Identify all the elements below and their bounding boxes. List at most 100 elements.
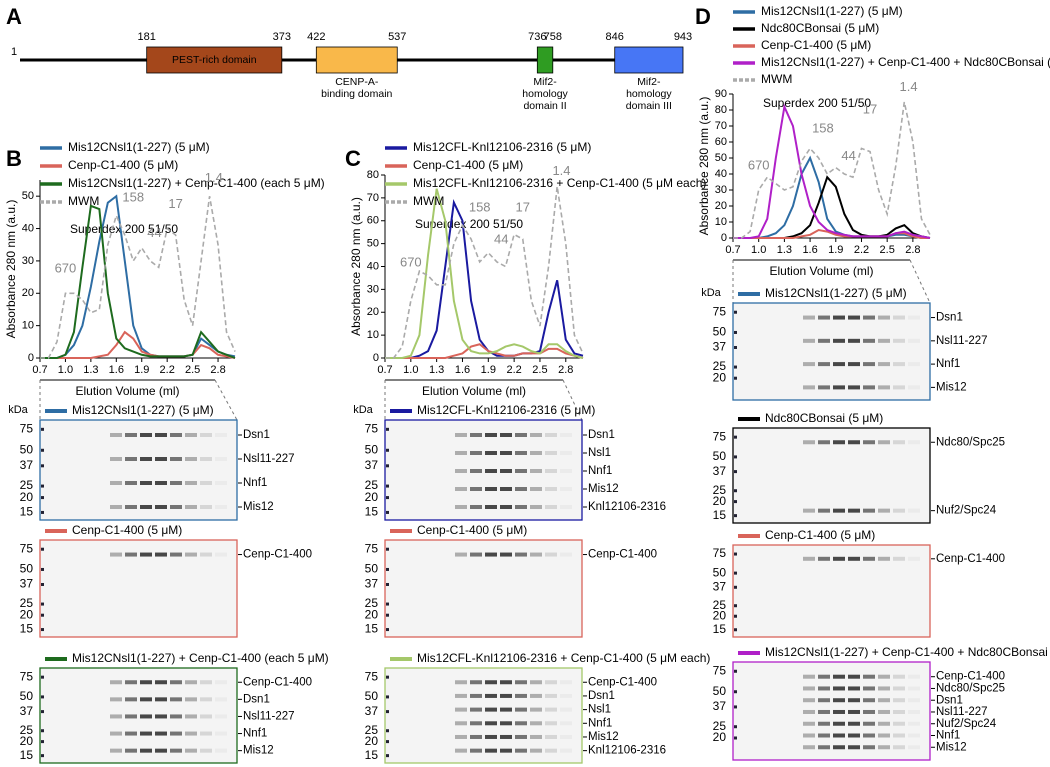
gel-band: [530, 451, 542, 455]
marker-label: 37: [365, 704, 379, 718]
marker-band: [41, 567, 44, 571]
gel-band: [833, 745, 845, 750]
gel-band: [215, 433, 227, 437]
x-tick-label: 1.6: [455, 364, 470, 376]
gel-band: [530, 552, 542, 557]
x-tick-label: 1.6: [109, 364, 124, 376]
panel-letter: B: [6, 146, 22, 171]
peak-label: 670: [748, 157, 770, 172]
gel-band: [170, 505, 182, 509]
gel: [732, 427, 931, 524]
gel-band: [485, 433, 497, 437]
gel-band: [863, 508, 875, 513]
peak-label: 1.4: [900, 79, 918, 94]
gel-band: [803, 733, 815, 738]
marker-label: 25: [713, 598, 727, 612]
marker-label: 37: [365, 577, 379, 591]
domain: [536, 46, 554, 74]
marker-band: [41, 754, 44, 758]
marker-band: [734, 604, 737, 608]
gel-band: [803, 440, 815, 445]
series-line: [385, 343, 584, 359]
marker-band: [734, 330, 737, 334]
marker-band: [734, 376, 737, 380]
band-label: Mis12: [243, 501, 274, 513]
gel-band: [215, 552, 227, 557]
band-label: Nsl11-227: [243, 453, 295, 465]
gel-band: [803, 674, 815, 679]
gel-band: [803, 315, 815, 320]
marker-label: 20: [20, 490, 34, 504]
gel-band: [848, 362, 860, 367]
marker-label: 75: [713, 663, 727, 677]
gel-band: [560, 552, 572, 557]
gel-band: [848, 686, 860, 691]
gel-band: [803, 556, 815, 561]
marker-band: [41, 427, 44, 431]
series-line: [385, 188, 584, 359]
gel-band: [908, 745, 920, 750]
gel-title: Mis12CFL-Knl12106-2316 + Cenp-C1-400 (5 …: [417, 651, 710, 665]
gel-band: [140, 457, 152, 461]
gel-band: [818, 338, 830, 343]
gel-band: [200, 505, 212, 509]
y-tick-label: 90: [715, 88, 727, 100]
gel: [39, 419, 238, 521]
gel-band: [818, 686, 830, 691]
marker-label: 15: [20, 748, 34, 762]
chart-title: Superdex 200 51/50: [763, 96, 871, 110]
domain-label: Mif2-: [637, 76, 661, 88]
x-axis-label: Elution Volume (ml): [422, 384, 526, 398]
gel-band: [863, 733, 875, 738]
gel-band: [140, 697, 152, 702]
gel-band: [470, 433, 482, 437]
peak-label: 44: [494, 232, 508, 247]
gel-band: [485, 721, 497, 726]
gel-band: [455, 451, 467, 455]
gel-band: [545, 734, 557, 739]
gel-band: [908, 556, 920, 561]
domain-label: Mif2-: [533, 76, 557, 88]
gel-band: [893, 674, 905, 679]
marker-band: [734, 705, 737, 709]
marker-band: [734, 345, 737, 349]
gel-band: [560, 707, 572, 712]
gel-band: [455, 680, 467, 685]
marker-band: [734, 571, 737, 575]
gel-band: [500, 748, 512, 753]
gel-band: [215, 748, 227, 753]
gel: [732, 544, 931, 638]
gel-band: [803, 709, 815, 714]
marker-band: [386, 567, 389, 571]
gel-band: [545, 505, 557, 509]
series-line: [40, 204, 236, 359]
gel-band: [545, 433, 557, 437]
gel-band: [455, 748, 467, 753]
x-tick-label: 1.6: [802, 244, 817, 256]
gel-band: [185, 714, 197, 719]
gel-band: [110, 552, 122, 557]
panel-letter: C: [345, 146, 361, 171]
y-tick-label: 50: [22, 190, 34, 202]
gel-band: [455, 693, 467, 698]
gel-band: [545, 693, 557, 698]
gel-band: [155, 552, 167, 557]
band-label: Nnf1: [588, 465, 612, 477]
gel-band: [560, 680, 572, 685]
gel-band: [485, 748, 497, 753]
gel-band: [215, 714, 227, 719]
gel-band: [170, 731, 182, 736]
peak-label: 17: [863, 101, 877, 116]
domain-label: domain III: [626, 100, 672, 112]
gel-band: [878, 721, 890, 726]
gel-band: [110, 481, 122, 485]
gel-band: [155, 505, 167, 509]
gel-band: [908, 698, 920, 703]
chart-title: Superdex 200 51/50: [70, 222, 178, 236]
residue-label: 758: [544, 31, 562, 43]
band-label: Nnf1: [936, 730, 960, 742]
marker-label: 75: [713, 429, 727, 443]
gel-band: [833, 733, 845, 738]
gel-band: [170, 714, 182, 719]
gel-band: [215, 680, 227, 685]
